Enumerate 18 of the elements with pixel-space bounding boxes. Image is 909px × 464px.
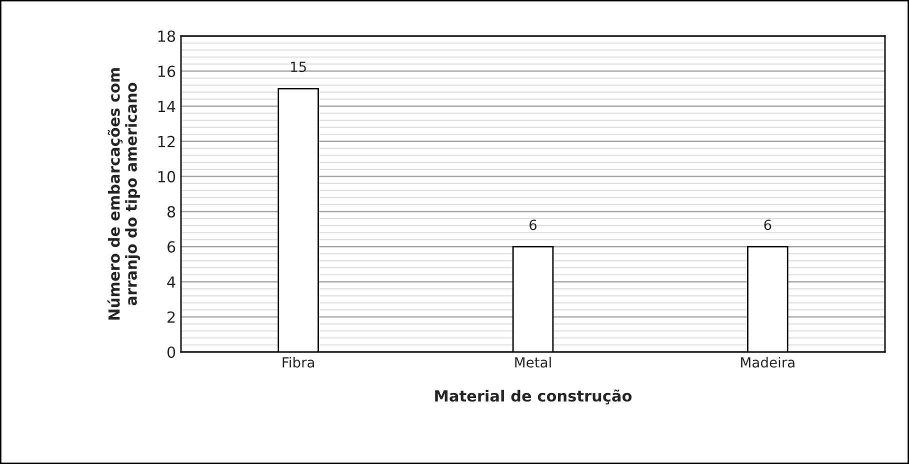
x-tick-label: Fibra <box>282 356 314 368</box>
y-tick-label: 12 <box>158 136 175 148</box>
y-tick-label: 4 <box>167 276 176 288</box>
y-tick-label: 8 <box>167 206 176 218</box>
y-tick-label: 10 <box>158 170 176 182</box>
y-tick-label: 2 <box>168 311 175 323</box>
x-tick-label: Metal <box>515 356 551 368</box>
y-tick-label: 14 <box>158 100 176 112</box>
data-label: 6 <box>530 220 537 230</box>
y-tick-label: 6 <box>167 241 176 253</box>
x-axis-title: Material de construção <box>435 390 632 404</box>
y-tick-label: 16 <box>158 66 176 78</box>
y-tick-label: 18 <box>158 30 176 42</box>
data-label: 6 <box>764 220 772 230</box>
y-tick-label: 0 <box>167 346 176 358</box>
data-label: 15 <box>291 62 306 72</box>
x-tick-label: Madeira <box>741 356 794 368</box>
y-axis-title: Número de embarcações com arranjo do tipo americano <box>107 68 140 320</box>
